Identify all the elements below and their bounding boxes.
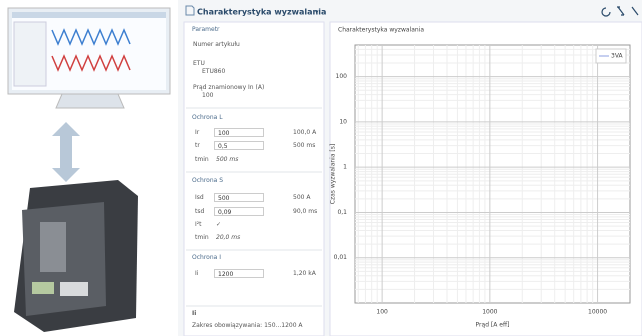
field-label: tmin	[195, 234, 209, 242]
field-label: Prąd znamionowy In (A)	[193, 84, 264, 92]
chart-title: Charakterystyka wyzwalania	[338, 27, 424, 34]
footer-label: Ii	[192, 310, 196, 318]
field-label: Ii	[195, 270, 198, 278]
field-label: tsd	[195, 208, 204, 216]
canvas: Charakterystyka wyzwalania ▾ Charakterys…	[0, 0, 642, 336]
breaker-handle	[40, 222, 66, 272]
section-title: Ochrona I	[192, 254, 221, 262]
x-tick-label: 10000	[588, 309, 607, 316]
header-title[interactable]: Charakterystyka wyzwalania	[197, 8, 326, 17]
field-label: Isd	[195, 194, 204, 202]
screen-panel	[14, 22, 46, 86]
field-label: ETU	[193, 60, 205, 68]
header-menu[interactable]: ▾	[315, 8, 319, 16]
footer-range: Zakres obowiązywania: 150...1200 A	[192, 322, 303, 330]
y-tick-label: 1	[343, 164, 347, 171]
input[interactable]: 0,5	[214, 141, 264, 150]
y-tick-label: 0,01	[334, 254, 348, 261]
field-label: I²t	[195, 221, 202, 229]
field-label: tr	[195, 142, 200, 150]
y-tick-label: 10	[339, 118, 347, 125]
section-title: Ochrona L	[192, 114, 223, 122]
sync-arrow	[52, 122, 80, 182]
section-title: Ochrona S	[192, 177, 223, 185]
field-value: 100	[202, 92, 213, 100]
breaker-display	[32, 282, 54, 294]
field-result: 500 A	[293, 194, 310, 202]
x-tick-label: 1000	[482, 309, 497, 316]
field-label: Numer artykułu	[193, 41, 240, 49]
checkbox[interactable]: ✓	[216, 221, 221, 229]
field-value: 20,0 ms	[216, 234, 240, 242]
y-axis-label: Czas wyzwalania [s]	[330, 144, 337, 204]
field-result: 90,0 ms	[293, 208, 317, 216]
y-tick-label: 0,1	[337, 209, 347, 216]
input[interactable]: 0,09	[214, 207, 264, 216]
field-value: 500 ms	[216, 156, 238, 164]
y-tick-label: 100	[336, 73, 348, 80]
section-title: Parametr	[192, 26, 220, 34]
breaker-module	[60, 282, 88, 296]
input[interactable]: 100	[214, 128, 264, 137]
input[interactable]: 500	[214, 193, 264, 202]
page: Charakterystyka wyzwalania ▾ Charakterys…	[0, 0, 642, 336]
field-result: 100,0 A	[293, 129, 316, 137]
field-result: 500 ms	[293, 142, 315, 150]
screen-bar	[12, 12, 166, 18]
x-tick-label: 100	[376, 309, 388, 316]
field-label: Ir	[195, 129, 199, 137]
field-value: ETU860	[202, 68, 225, 76]
monitor-stand	[56, 94, 124, 108]
input[interactable]: 1200	[214, 269, 264, 278]
field-result: 1,20 kA	[293, 270, 316, 278]
x-axis-label: Prąd [A eff]	[476, 322, 510, 329]
legend-label: 3VA	[611, 53, 624, 60]
field-label: tmin	[195, 156, 209, 164]
